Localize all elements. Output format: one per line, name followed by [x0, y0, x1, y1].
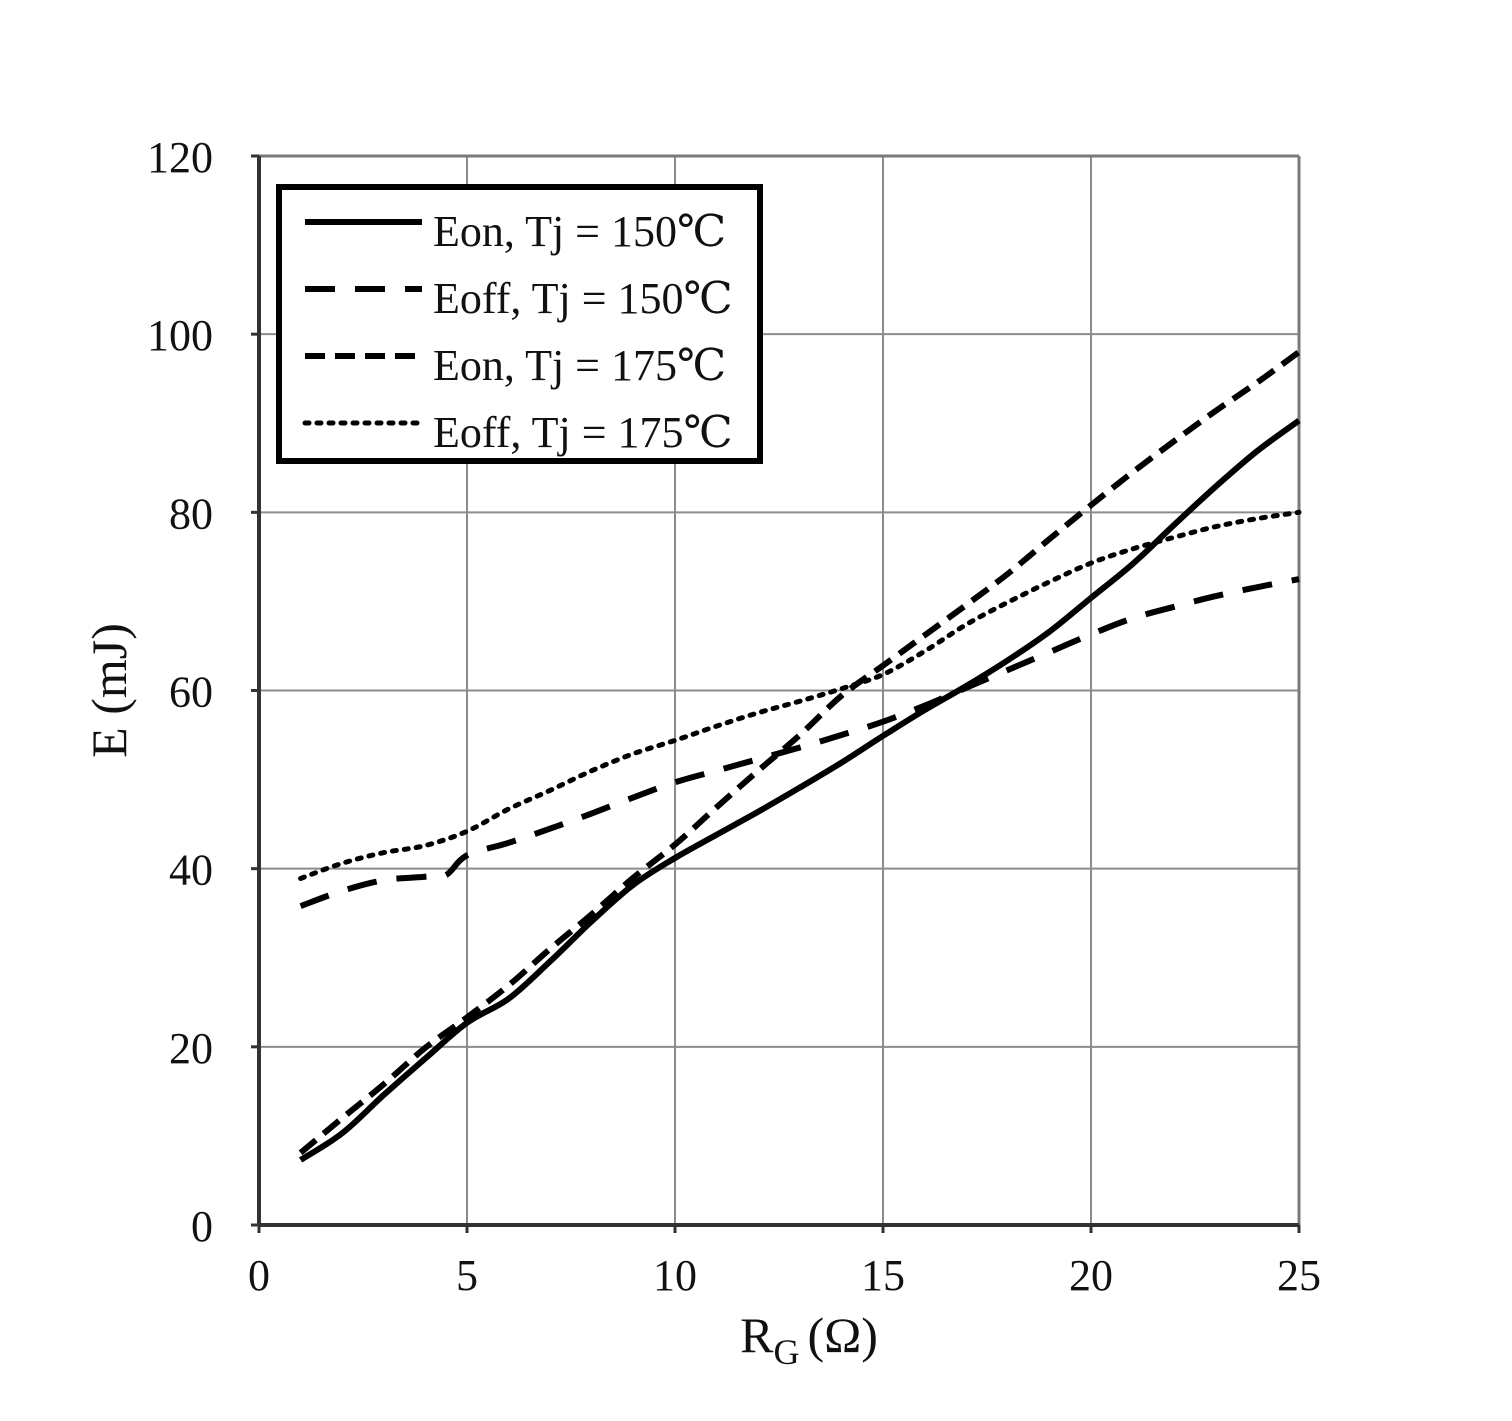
legend-label-1: Eon, Tj = 150℃ — [433, 207, 726, 256]
x-tick-label: 20 — [1069, 1251, 1113, 1300]
y-tick-label: 80 — [169, 489, 213, 538]
legend-label-3: Eon, Tj = 175℃ — [433, 341, 726, 390]
tick-labels: 0 20 40 60 80 100 120 0 5 10 15 20 25 — [147, 133, 1321, 1300]
x-tick-label: 25 — [1277, 1251, 1321, 1300]
y-tick-label: 40 — [169, 846, 213, 895]
series-lines — [298, 349, 1302, 1163]
plot-frame — [251, 154, 1301, 1233]
y-tick-label: 120 — [147, 133, 213, 182]
x-tick-label: 0 — [248, 1251, 270, 1300]
x-tick-label: 15 — [861, 1251, 905, 1300]
x-axis-label: RG (Ω) — [740, 1307, 878, 1372]
series-line-2 — [299, 576, 1300, 909]
y-tick-label: 100 — [147, 311, 213, 360]
legend-box — [276, 184, 763, 464]
series-line-1 — [298, 418, 1301, 1163]
x-tick-label: 10 — [653, 1251, 697, 1300]
legend: Eon, Tj = 150℃ Eoff, Tj = 150℃ Eon, Tj = 1… — [276, 184, 763, 464]
legend-label-2: Eoff, Tj = 150℃ — [433, 274, 733, 323]
y-tick-label: 60 — [169, 668, 213, 717]
series-line-4 — [298, 509, 1302, 881]
y-tick-label: 0 — [191, 1202, 213, 1251]
axis-labels: E (mJ) RG (Ω) — [81, 623, 878, 1372]
x-tick-label: 5 — [456, 1251, 478, 1300]
y-tick-label: 20 — [169, 1024, 213, 1073]
series-line-3 — [298, 349, 1301, 1156]
legend-label-4: Eoff, Tj = 175℃ — [433, 408, 733, 457]
y-axis-label: E (mJ) — [81, 623, 137, 758]
